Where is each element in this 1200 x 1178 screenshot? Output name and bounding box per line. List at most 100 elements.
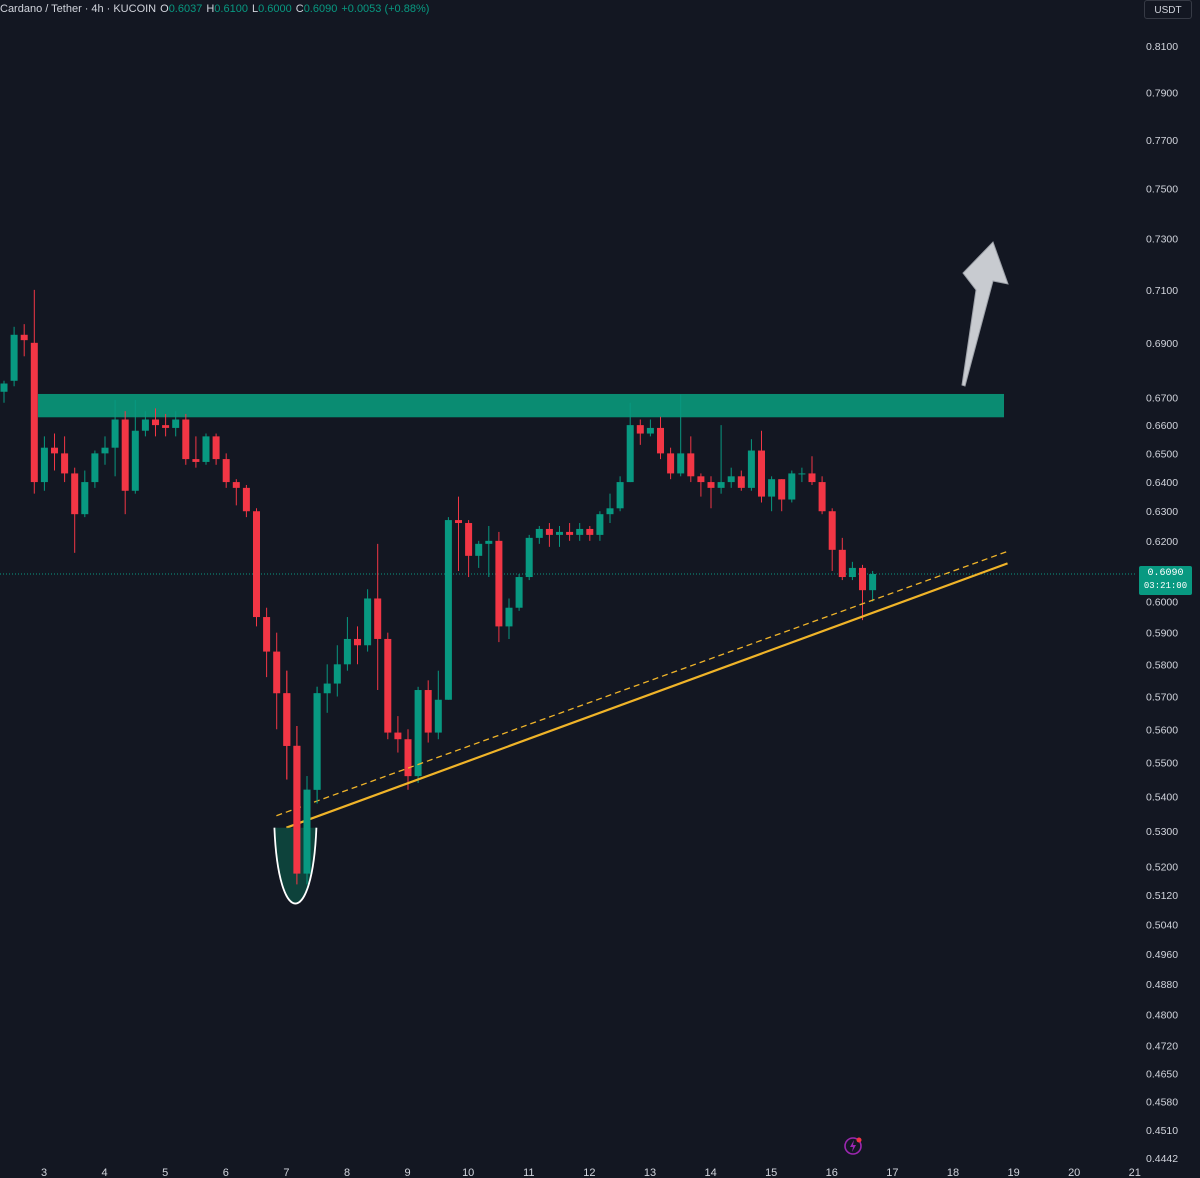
candle bbox=[828, 508, 836, 571]
currency-button[interactable]: USDT bbox=[1144, 0, 1192, 19]
candle bbox=[535, 525, 543, 544]
candle-body bbox=[364, 598, 372, 646]
price-axis-label: 0.7100 bbox=[1146, 285, 1178, 297]
candle bbox=[717, 425, 725, 494]
price-axis-label: 0.4650 bbox=[1146, 1068, 1178, 1080]
candle bbox=[778, 479, 786, 512]
candle-body bbox=[141, 419, 149, 431]
candle-body bbox=[657, 427, 664, 454]
candle-body bbox=[202, 436, 210, 462]
candle-body bbox=[313, 693, 321, 790]
candle-body bbox=[333, 664, 341, 684]
price-axis[interactable]: 0.8100 0.7900 0.7700 0.7500 0.7300 0.7100 0.69… bbox=[1146, 41, 1178, 1165]
bottom-highlight-curve[interactable] bbox=[273, 827, 318, 905]
candle bbox=[677, 394, 685, 477]
candle bbox=[808, 456, 816, 485]
price-axis-label: 0.4720 bbox=[1146, 1041, 1178, 1053]
price-axis-label: 0.4442 bbox=[1146, 1153, 1178, 1165]
time-axis-label: 17 bbox=[886, 1167, 898, 1178]
support-trendline[interactable] bbox=[286, 562, 1008, 829]
candle bbox=[121, 411, 129, 515]
candle bbox=[81, 470, 89, 518]
time-axis-label: 21 bbox=[1129, 1167, 1141, 1178]
price-axis-label: 0.5900 bbox=[1146, 628, 1178, 640]
candle bbox=[818, 476, 826, 515]
candle bbox=[545, 523, 553, 547]
candle-body bbox=[71, 473, 79, 515]
candle-body bbox=[182, 419, 190, 460]
candle-body bbox=[10, 334, 18, 381]
price-axis-label: 0.7900 bbox=[1146, 87, 1178, 99]
candle-body bbox=[323, 683, 331, 694]
candle-body bbox=[232, 482, 240, 488]
candle bbox=[232, 479, 240, 506]
price-axis-label: 0.5120 bbox=[1146, 890, 1178, 902]
candle bbox=[394, 716, 402, 753]
price-axis-label: 0.5300 bbox=[1146, 826, 1178, 838]
candle bbox=[91, 450, 99, 488]
time-axis[interactable]: 3 4 5 6 7 8 9 10 11 12 13 14 15 16 17 18 19 20 21 bbox=[41, 1167, 1141, 1178]
candle-body bbox=[586, 528, 594, 535]
time-axis-label: 7 bbox=[283, 1167, 289, 1178]
candle bbox=[768, 476, 776, 512]
candle bbox=[30, 289, 38, 494]
candle-body bbox=[869, 573, 877, 591]
candle bbox=[455, 496, 462, 571]
price-axis-label: 0.7300 bbox=[1146, 234, 1178, 246]
candle bbox=[71, 467, 79, 553]
price-axis-label: 0.5500 bbox=[1146, 758, 1178, 770]
price-axis-label: 0.7700 bbox=[1146, 135, 1178, 147]
candle bbox=[354, 626, 361, 665]
legend-symbol[interactable]: Cardano / Tether bbox=[0, 3, 82, 15]
time-axis-label: 6 bbox=[223, 1167, 229, 1178]
candle-body bbox=[394, 732, 402, 740]
legend-change-value: +0.0053 (+0.88%) bbox=[341, 3, 430, 15]
breakout-arrow-icon[interactable] bbox=[961, 241, 1009, 387]
lightning-bolt-icon[interactable] bbox=[843, 1136, 863, 1156]
candle bbox=[485, 525, 493, 578]
price-axis-label: 0.5040 bbox=[1146, 919, 1178, 931]
candle bbox=[697, 473, 705, 497]
candle-body bbox=[576, 528, 584, 535]
legend-interval[interactable]: 4h bbox=[91, 3, 104, 15]
candle-body bbox=[20, 334, 28, 341]
price-axis-label: 0.6400 bbox=[1146, 477, 1178, 489]
candle-body bbox=[81, 482, 89, 515]
candle-body bbox=[667, 453, 675, 474]
candle-body bbox=[485, 540, 493, 544]
candle bbox=[798, 467, 806, 483]
candle bbox=[374, 543, 382, 691]
resistance-zone[interactable] bbox=[38, 393, 1004, 418]
time-axis-label: 20 bbox=[1068, 1167, 1080, 1178]
candle-body bbox=[798, 473, 806, 475]
candle-body bbox=[566, 531, 574, 535]
candle-body bbox=[242, 487, 250, 512]
time-axis-label: 9 bbox=[405, 1167, 411, 1178]
candle bbox=[616, 476, 624, 512]
candle bbox=[202, 433, 210, 465]
candle-body bbox=[101, 447, 109, 454]
candle bbox=[0, 380, 8, 403]
candle bbox=[253, 508, 260, 627]
candle bbox=[606, 493, 614, 524]
candle bbox=[444, 517, 452, 700]
candle-body bbox=[717, 482, 725, 488]
candle bbox=[576, 523, 584, 541]
price-axis-label: 0.6200 bbox=[1146, 536, 1178, 548]
time-axis-label: 12 bbox=[583, 1167, 595, 1178]
price-axis-label: 0.4580 bbox=[1146, 1096, 1178, 1108]
candle-body bbox=[192, 459, 200, 462]
candles-layer bbox=[0, 289, 877, 885]
price-axis-label: 0.8100 bbox=[1146, 41, 1178, 53]
candle-body bbox=[293, 745, 301, 874]
legend-close-value: 0.6090 bbox=[303, 3, 338, 15]
candle-body bbox=[455, 520, 462, 524]
candle bbox=[414, 686, 422, 783]
candle-body bbox=[0, 383, 8, 392]
candle-body bbox=[606, 508, 614, 515]
candle bbox=[131, 400, 139, 494]
candle-body bbox=[172, 419, 180, 428]
candle-body bbox=[30, 342, 38, 483]
